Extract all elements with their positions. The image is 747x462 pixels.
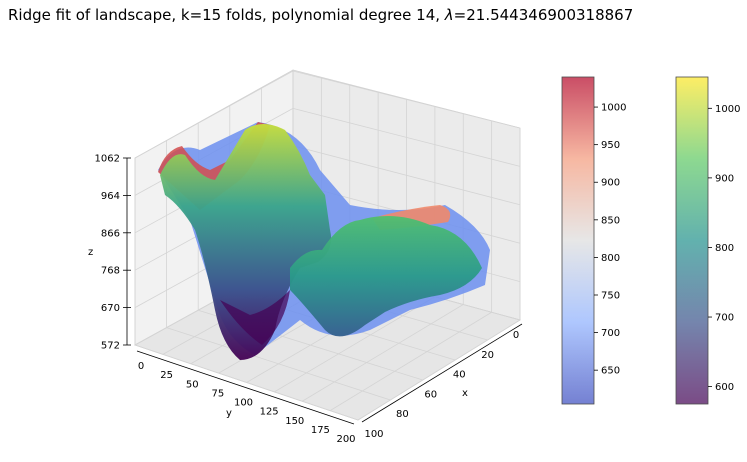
colorbar-coolwarm: 650 700 750 800 850 900 950 1000 xyxy=(561,76,626,405)
y-tick-label: 0 xyxy=(138,361,144,372)
y-gridline xyxy=(329,311,492,411)
colorbar-tick-label: 900 xyxy=(601,178,620,189)
colorbar-tick-label: 700 xyxy=(601,328,620,339)
z-tick-label: 866 xyxy=(101,228,120,239)
x-axis: 0 20 40 60 80 100 x xyxy=(361,323,523,440)
colorbar-tick-label: 1000 xyxy=(715,104,740,115)
colorbar-tick-label: 600 xyxy=(715,382,734,393)
x-gridline xyxy=(166,327,391,401)
x-axis-line xyxy=(361,323,523,423)
colorbar-tick-label: 650 xyxy=(601,366,620,377)
x-tick-label: 20 xyxy=(481,350,494,361)
y-axis-line xyxy=(136,350,355,425)
viridis-surface-front xyxy=(290,216,482,337)
viridis-surface-valley xyxy=(220,290,290,345)
x-tick-label: 100 xyxy=(364,429,383,440)
colorbar-tick-label: 950 xyxy=(601,140,620,151)
colorbar-coolwarm-bar xyxy=(561,76,595,405)
x-tick-label: 60 xyxy=(424,389,437,400)
chart-title: Ridge fit of landscape, k=15 folds, poly… xyxy=(8,6,634,24)
z-tick-label: 768 xyxy=(101,266,120,277)
y-axis-label: y xyxy=(226,408,232,419)
y-gridline xyxy=(274,296,436,393)
z-tick-label: 964 xyxy=(101,191,120,202)
x-tick-label: 80 xyxy=(396,409,409,420)
z-axis: 572 670 768 866 964 1062 z xyxy=(88,154,131,352)
colorbar-coolwarm-ticks: 650 700 750 800 850 900 950 1000 xyxy=(594,103,626,377)
colorbar-tick-label: 700 xyxy=(715,313,734,324)
y-tick-label: 150 xyxy=(285,416,304,427)
y-tick-label: 200 xyxy=(336,434,355,445)
colorbar-tick-label: 800 xyxy=(715,243,734,254)
colorbar-tick-label: 800 xyxy=(601,253,620,264)
y-gridline xyxy=(357,319,521,421)
z-tick-label: 1062 xyxy=(95,154,120,165)
y-tick-label: 25 xyxy=(160,370,173,381)
y-gridline xyxy=(302,304,464,402)
colorbar-viridis: 600 700 800 900 1000 xyxy=(675,76,740,405)
colorbar-tick-label: 850 xyxy=(601,215,620,226)
z-gridline xyxy=(134,70,294,159)
colorbar-tick-label: 1000 xyxy=(601,103,626,114)
x-gridline xyxy=(134,344,359,421)
viridis-surface xyxy=(160,124,332,360)
z-tick-label: 670 xyxy=(101,303,120,314)
surface-plots xyxy=(158,122,490,360)
x-tick-label: 40 xyxy=(453,370,466,381)
y-tick-label: 75 xyxy=(212,388,225,399)
x-tick-label: 0 xyxy=(513,330,519,341)
y-tick-label: 100 xyxy=(234,398,253,409)
colorbar-tick-label: 750 xyxy=(601,291,620,302)
colorbar-viridis-bar xyxy=(675,76,709,405)
y-tick-label: 50 xyxy=(186,379,199,390)
z-axis-label: z xyxy=(88,247,93,258)
colorbar-viridis-ticks: 600 700 800 900 1000 xyxy=(708,104,740,393)
x-axis-label: x xyxy=(462,388,468,399)
y-tick-label: 175 xyxy=(311,425,330,436)
z-tick-label: 572 xyxy=(101,341,120,352)
y-axis: 0 25 50 75 100 125 150 175 200 y xyxy=(136,350,356,445)
y-tick-label: 125 xyxy=(260,407,279,418)
colorbar-tick-label: 900 xyxy=(715,173,734,184)
